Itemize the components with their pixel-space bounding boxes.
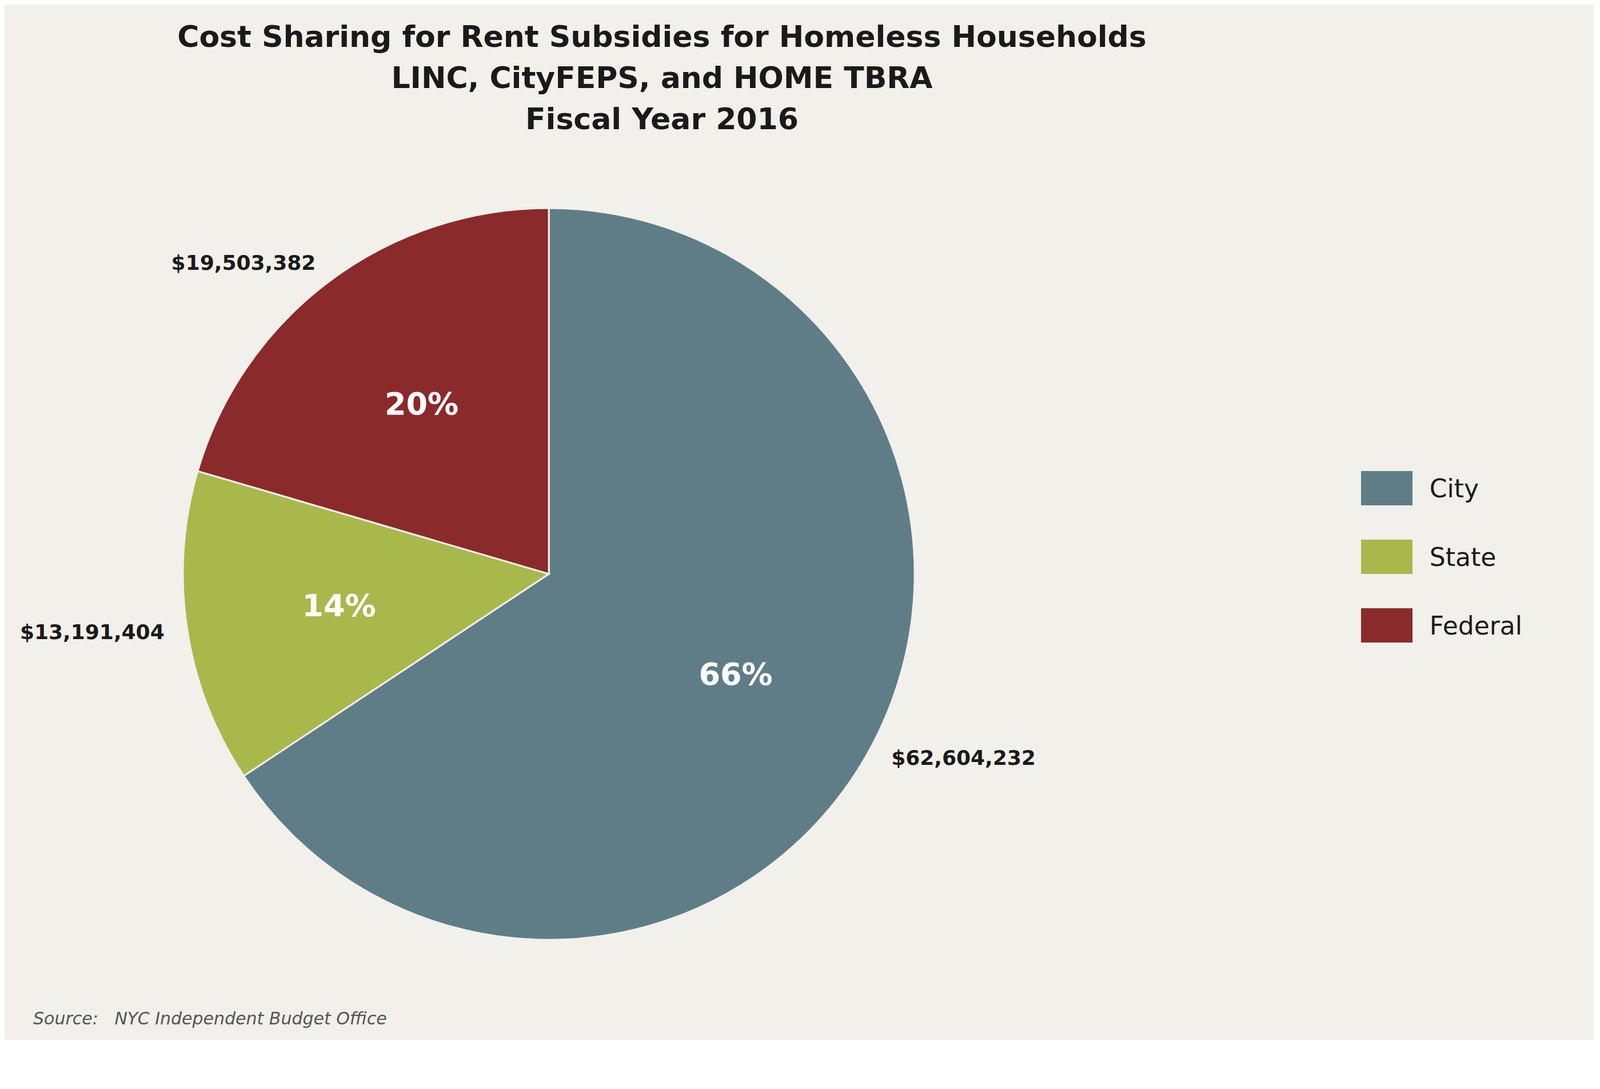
html-text:Source: NYC Independent Budget: Source: NYC Independent Budget Office [33, 1008, 387, 1029]
html-text:City: City [1429, 473, 1479, 503]
html-text:State: State [1429, 542, 1497, 572]
svg-text:66%: 66% [698, 656, 773, 693]
svg-text:$19,503,382: $19,503,382 [171, 250, 317, 275]
html-text:Cost Sharing for Rent Subsidie: Cost Sharing for Rent Subsidies for Home… [177, 19, 1147, 54]
svg-text:$62,604,232: $62,604,232 [891, 745, 1036, 770]
svg-text:14%: 14% [301, 587, 376, 624]
html-text:Federal: Federal [1429, 610, 1523, 640]
html-text:LINC, CityFEPS, and HOME TBRA: LINC, CityFEPS, and HOME TBRA [391, 60, 933, 95]
svg-text:20%: 20% [384, 385, 459, 422]
html-text:Fiscal Year 2016: Fiscal Year 2016 [525, 101, 799, 137]
svg-text:$13,191,404: $13,191,404 [20, 620, 165, 644]
